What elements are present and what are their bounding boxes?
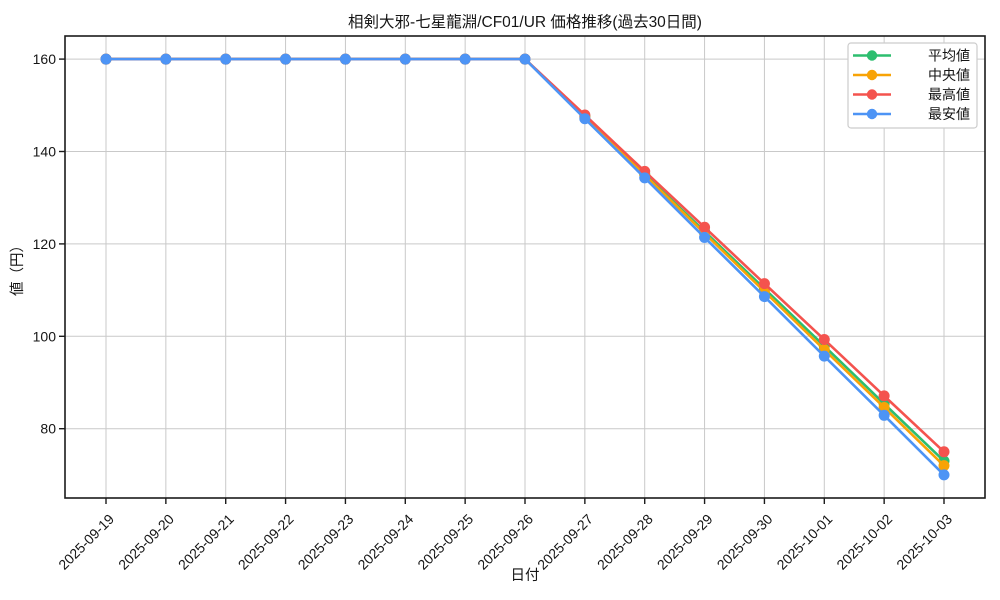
y-tick-label: 140 bbox=[33, 144, 57, 160]
y-axis-label: 値（円） bbox=[9, 238, 26, 296]
x-tick-label: 2025-09-27 bbox=[534, 511, 596, 573]
data-point-median bbox=[878, 401, 890, 413]
data-point-highest bbox=[699, 221, 711, 233]
data-point-highest bbox=[758, 278, 770, 290]
y-tick-label: 120 bbox=[33, 236, 57, 252]
chart-title: 相剣大邪-七星龍淵/CF01/UR 価格推移(過去30日間) bbox=[348, 13, 702, 31]
x-tick-label: 2025-09-26 bbox=[474, 511, 536, 573]
x-tick-label: 2025-09-19 bbox=[55, 511, 117, 573]
legend-label: 中央値 bbox=[928, 67, 970, 83]
legend-box bbox=[847, 42, 978, 129]
data-point-lowest bbox=[878, 409, 890, 421]
legend-label: 最高値 bbox=[928, 87, 970, 103]
data-point-lowest bbox=[579, 113, 591, 125]
data-point-lowest bbox=[160, 53, 172, 65]
legend-marker bbox=[866, 108, 878, 120]
x-tick-label: 2025-09-22 bbox=[235, 511, 297, 573]
legend-item-average: 平均値 bbox=[853, 48, 970, 64]
data-point-highest bbox=[878, 390, 890, 402]
data-point-lowest bbox=[220, 53, 232, 65]
legend-item-highest: 最高値 bbox=[853, 87, 970, 103]
legend-item-lowest: 最安値 bbox=[853, 106, 970, 122]
x-tick-label: 2025-10-02 bbox=[833, 511, 895, 573]
legend-marker bbox=[866, 50, 878, 61]
legend-label: 最安値 bbox=[928, 106, 970, 122]
x-tick-label: 2025-09-30 bbox=[714, 511, 776, 573]
data-point-lowest bbox=[100, 53, 112, 65]
data-point-lowest bbox=[938, 469, 950, 481]
grid-layer bbox=[65, 36, 985, 498]
x-tick-label: 2025-09-21 bbox=[175, 511, 237, 573]
x-tick-label: 2025-09-29 bbox=[654, 511, 716, 573]
data-point-lowest bbox=[339, 53, 351, 65]
x-tick-label: 2025-09-23 bbox=[295, 511, 357, 573]
x-axis-label: 日付 bbox=[511, 567, 540, 584]
y-tick-label: 100 bbox=[33, 328, 57, 344]
x-tick-label: 2025-09-20 bbox=[115, 511, 177, 573]
data-point-lowest bbox=[818, 350, 830, 362]
data-point-highest bbox=[938, 446, 950, 458]
data-point-lowest bbox=[758, 291, 770, 303]
x-tick-label: 2025-09-24 bbox=[354, 511, 416, 573]
x-tick-label: 2025-10-03 bbox=[893, 511, 955, 573]
data-point-median bbox=[938, 460, 950, 472]
series-layer bbox=[100, 53, 950, 481]
data-point-lowest bbox=[519, 53, 531, 65]
data-point-lowest bbox=[459, 53, 471, 65]
data-point-lowest bbox=[639, 172, 651, 184]
y-tick-label: 160 bbox=[33, 51, 57, 67]
legend-marker bbox=[866, 89, 878, 100]
legend-item-median: 中央値 bbox=[853, 67, 970, 83]
data-point-lowest bbox=[699, 231, 711, 243]
x-tick-label: 2025-09-28 bbox=[594, 511, 656, 573]
tick-layer: 2025-09-192025-09-202025-09-212025-09-22… bbox=[33, 51, 956, 573]
data-point-highest bbox=[818, 334, 830, 346]
data-point-lowest bbox=[280, 53, 292, 65]
y-tick-label: 80 bbox=[40, 421, 56, 437]
x-tick-label: 2025-10-01 bbox=[773, 511, 835, 573]
legend-marker bbox=[866, 69, 878, 81]
legend-label: 平均値 bbox=[928, 48, 970, 64]
data-point-lowest bbox=[399, 53, 411, 65]
x-tick-label: 2025-09-25 bbox=[414, 511, 476, 573]
